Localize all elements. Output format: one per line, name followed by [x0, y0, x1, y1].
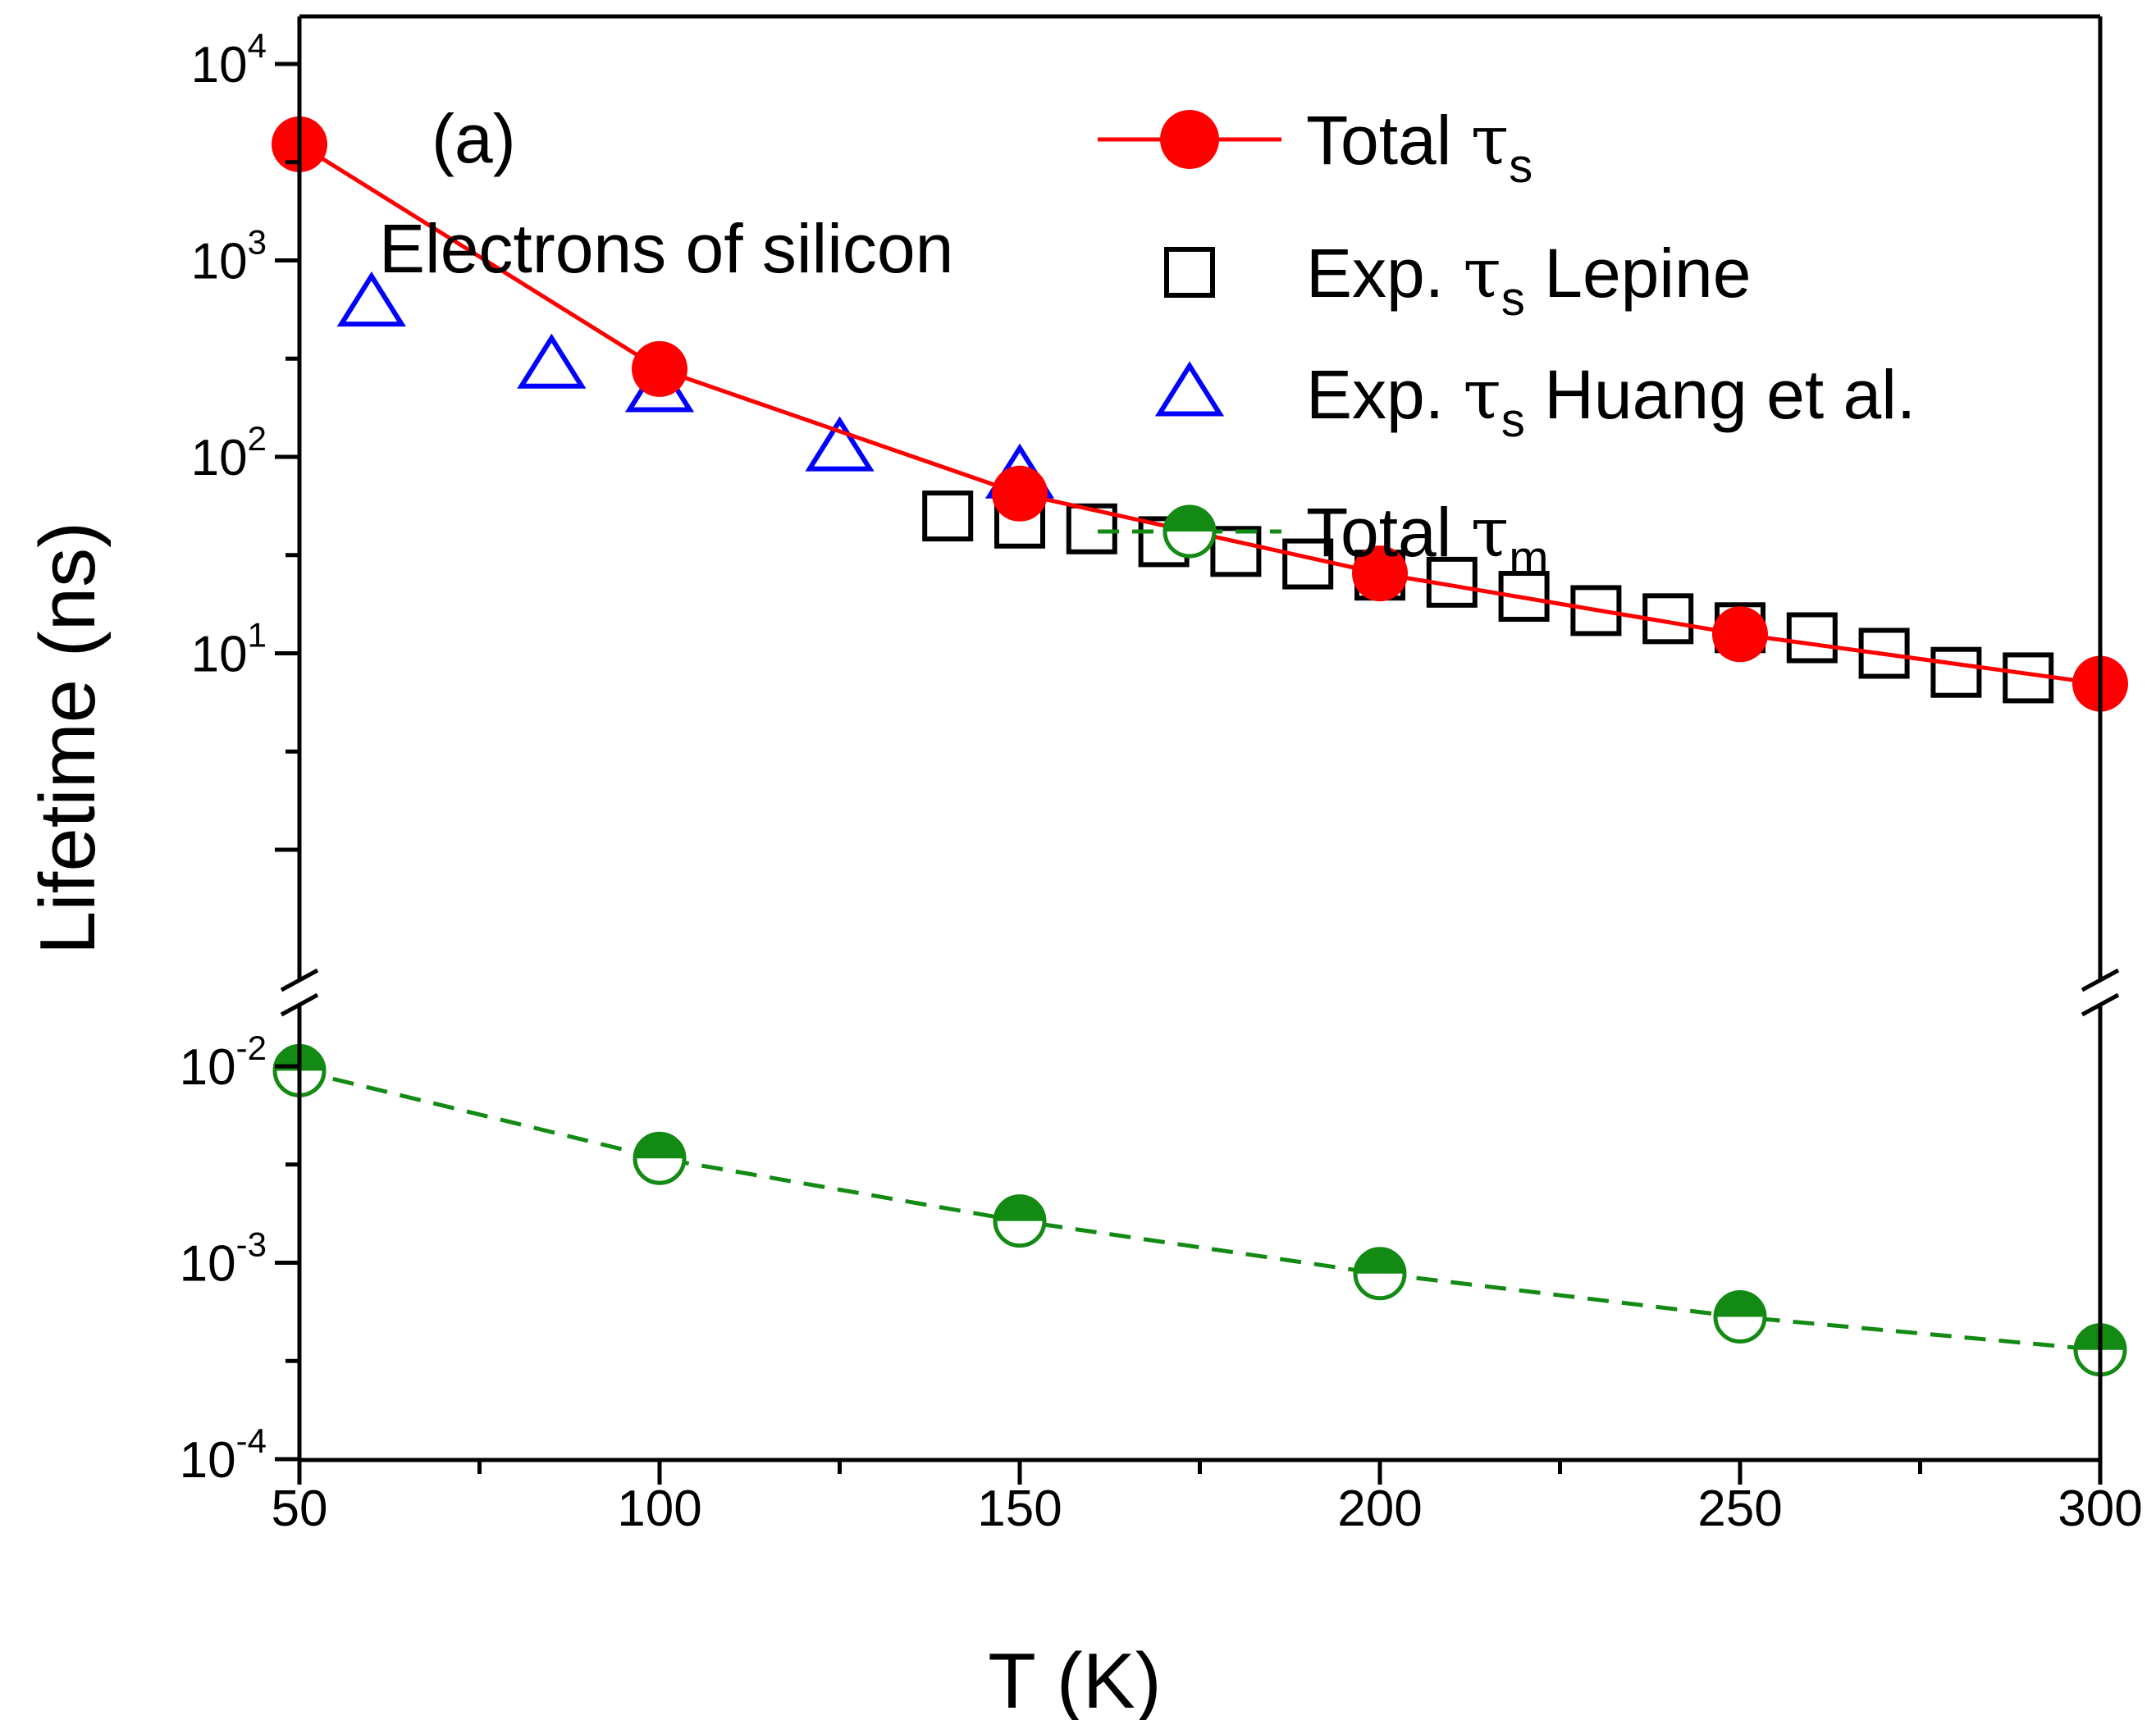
data-point	[1858, 627, 1910, 679]
data-point	[1786, 612, 1838, 664]
legend: Total τs Exp. τs Lepine Exp. τs Huang et a…	[1098, 100, 1916, 585]
data-point	[1930, 646, 1982, 698]
legend-marker	[1154, 361, 1225, 417]
axes: 5010015020025030010510410310210110-210-3…	[180, 14, 2143, 1537]
legend-item: Exp. τs Huang et al.	[1154, 354, 1916, 447]
x-tick-label: 100	[617, 1480, 701, 1537]
y-tick-label: 103	[191, 223, 267, 290]
data-point	[517, 333, 587, 389]
data-point	[1066, 503, 1117, 554]
legend-label: Total τs	[1306, 100, 1532, 193]
data-point	[1712, 606, 1768, 663]
data-point	[805, 416, 875, 472]
data-point	[993, 1194, 1047, 1248]
x-tick-label: 250	[1697, 1480, 1782, 1537]
x-axis-title: T (K)	[988, 1637, 1162, 1720]
series-3	[272, 1043, 2127, 1377]
legend-marker	[1160, 110, 1219, 169]
legend-marker	[1163, 504, 1217, 559]
data-point	[1352, 545, 1408, 602]
plot-marks	[272, 116, 2128, 1377]
x-tick-label: 300	[2058, 1480, 2142, 1537]
series-2	[336, 271, 1055, 499]
data-point	[992, 465, 1048, 522]
left-axis-break-bottom	[280, 992, 319, 1017]
x-tick-label: 150	[977, 1480, 1062, 1537]
legend-item: Exp. τs Lepine	[1164, 233, 1752, 326]
data-point	[1713, 1290, 1767, 1344]
data-point	[1210, 526, 1262, 577]
y-tick-label: 10-4	[180, 1421, 267, 1489]
data-point	[1353, 1247, 1407, 1301]
data-point	[632, 340, 687, 397]
legend-marker	[1164, 247, 1215, 298]
legend-item: Total τs	[1098, 100, 1532, 193]
data-point	[1498, 571, 1550, 623]
data-point	[922, 490, 974, 542]
y-tick-label: 10-3	[180, 1225, 267, 1293]
y-tick-label: 10-2	[180, 1029, 267, 1096]
series-line	[299, 1068, 2101, 1353]
y-axis-title: Lifetime (ns)	[24, 522, 112, 955]
left-axis-break-top	[280, 968, 319, 992]
annotation-electrons-of-silicon: Electrons of silicon	[379, 210, 953, 287]
y-tick-label: 102	[191, 419, 267, 486]
x-tick-label: 200	[1337, 1480, 1422, 1537]
right-axis-break-bottom	[2081, 992, 2120, 1017]
legend-label: Exp. τs Lepine	[1306, 233, 1752, 326]
data-point	[336, 271, 406, 327]
legend-label: Exp. τs Huang et al.	[1306, 354, 1916, 447]
right-axis-break-top	[2081, 968, 2120, 992]
data-point	[633, 1131, 687, 1185]
x-tick-label: 50	[272, 1480, 328, 1537]
panel-label: (a)	[432, 100, 516, 177]
legend-item: Total τm	[1098, 492, 1549, 585]
y-tick-label: 104	[191, 26, 267, 94]
legend-label: Total τm	[1306, 492, 1549, 585]
data-point	[1570, 585, 1622, 636]
y-tick-label: 101	[191, 616, 267, 683]
